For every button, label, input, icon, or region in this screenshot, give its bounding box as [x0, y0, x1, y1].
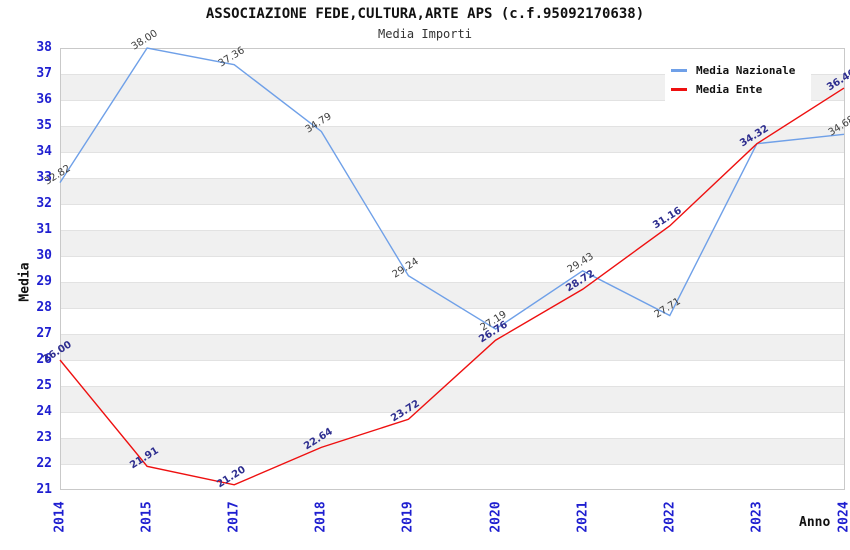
y-tick-label: 25: [36, 378, 52, 393]
y-tick-label: 23: [36, 430, 52, 445]
y-tick-label: 24: [36, 404, 52, 419]
x-tick-label: 2014: [52, 501, 68, 533]
y-tick-label: 21: [36, 482, 52, 497]
y-tick-label: 33: [36, 170, 52, 185]
legend-swatch-icon: [671, 69, 687, 72]
legend-item-media-nazionale: Media Nazionale: [671, 64, 811, 77]
x-tick-label: 2021: [575, 501, 591, 533]
x-tick-label: 2024: [836, 501, 850, 533]
x-axis-title: Anno: [799, 515, 831, 530]
y-tick-label: 26: [36, 352, 52, 367]
y-tick-label: 31: [36, 222, 52, 237]
series-line-media-nazionale: [59, 47, 845, 330]
y-tick-label: 30: [36, 248, 52, 263]
y-tick-label: 34: [36, 144, 52, 159]
plot-area: [60, 48, 845, 490]
x-tick-label: 2017: [226, 501, 242, 533]
legend-item-media-ente: Media Ente: [671, 83, 811, 96]
y-tick-label: 36: [36, 92, 52, 107]
y-tick-label: 35: [36, 118, 52, 133]
y-tick-label: 37: [36, 66, 52, 81]
y-tick-label: 38: [36, 40, 52, 55]
chart-title: ASSOCIAZIONE FEDE,CULTURA,ARTE APS (c.f.…: [205, 6, 645, 22]
y-tick-label: 32: [36, 196, 52, 211]
x-tick-label: 2015: [139, 501, 155, 533]
x-tick-label: 2019: [400, 501, 416, 533]
y-tick-label: 27: [36, 326, 52, 341]
legend-label: Media Nazionale: [696, 64, 796, 77]
chart-subtitle: Media Importi: [378, 27, 472, 41]
y-tick-label: 22: [36, 456, 52, 471]
y-axis-title: Media: [17, 262, 33, 302]
x-tick-label: 2022: [662, 501, 678, 533]
x-tick-label: 2018: [313, 501, 329, 533]
y-tick-label: 28: [36, 300, 52, 315]
legend: Media Nazionale Media Ente: [665, 57, 811, 103]
x-tick-label: 2020: [488, 501, 504, 533]
series-lines: [59, 47, 845, 486]
x-tick-label: 2023: [749, 501, 765, 533]
legend-label: Media Ente: [696, 83, 763, 96]
series-line-media-ente: [59, 87, 845, 486]
y-tick-label: 29: [36, 274, 52, 289]
legend-swatch-icon: [671, 88, 687, 91]
